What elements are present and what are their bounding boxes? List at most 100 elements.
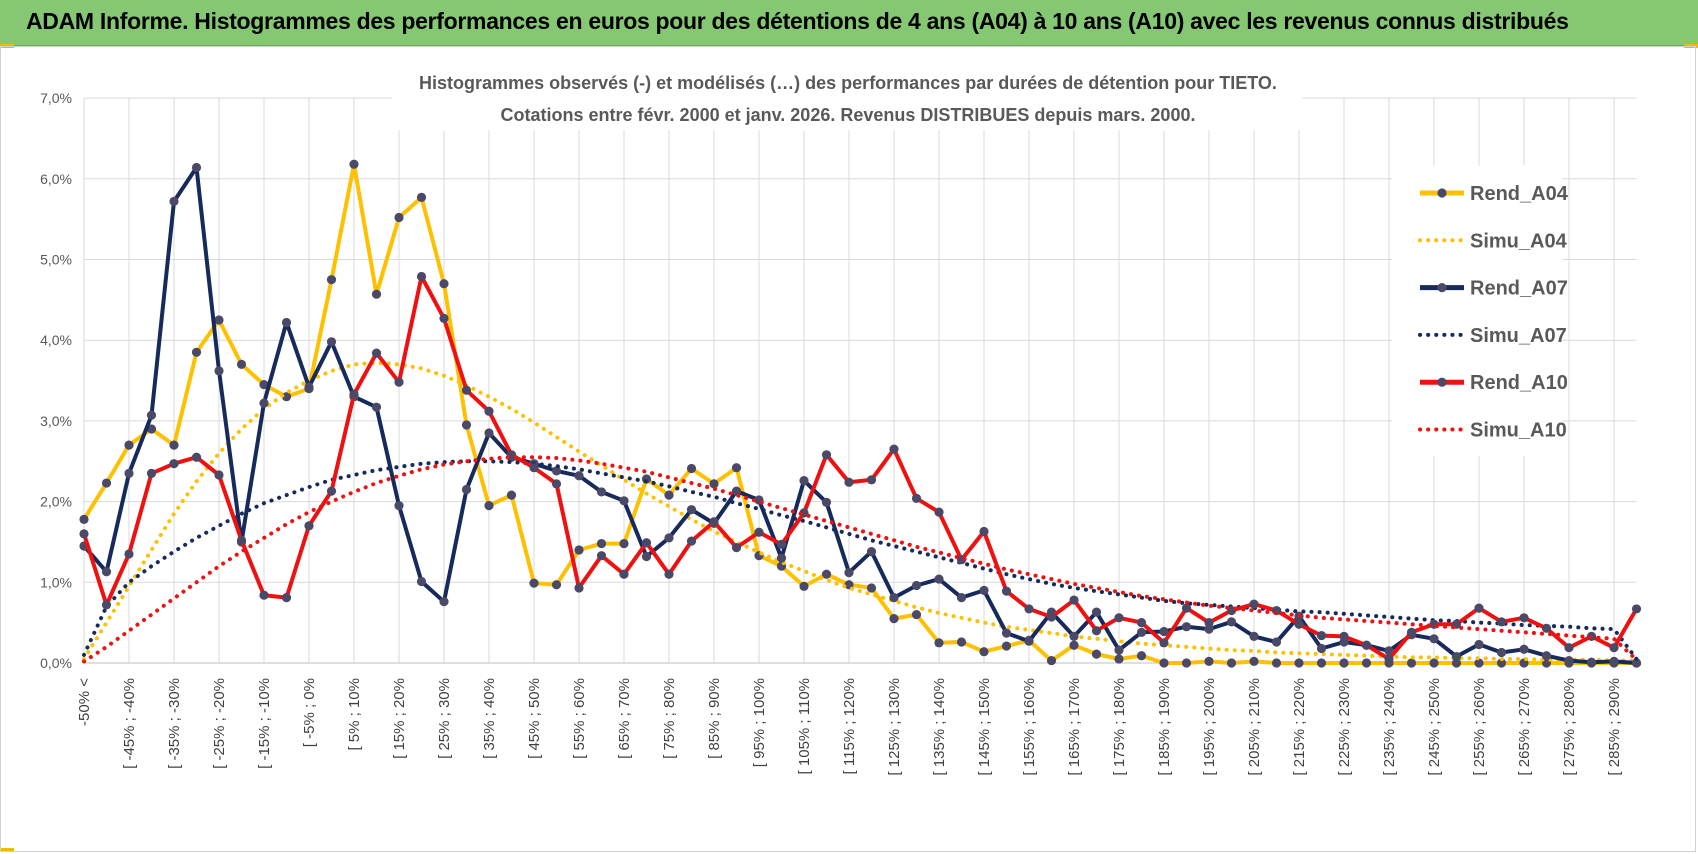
x-tick-label: [ 205% ; 210% [1246,678,1263,776]
data-point [1136,618,1147,628]
data-point [371,348,382,358]
x-tick-label: [ 35% ; 40% [481,678,498,759]
data-point [1249,631,1259,641]
chart-title-background [392,64,1302,130]
x-tick-label: [ 265% ; 270% [1516,678,1533,776]
x-tick-label: [ 115% ; 120% [841,678,858,774]
data-point [1001,628,1012,638]
data-point [619,496,629,506]
x-tick-label: [ 125% ; 130% [886,678,903,776]
data-point [911,609,922,620]
data-point [124,440,134,450]
data-point [934,574,944,584]
data-point [214,315,224,325]
data-point [529,463,539,473]
data-point [866,583,877,593]
data-point [394,212,404,223]
data-point [236,535,247,545]
data-point [1181,658,1192,668]
data-point [1204,656,1214,666]
data-point [551,479,562,489]
y-tick-label: 0,0% [40,655,72,671]
data-point [956,593,967,603]
series-line-Simu_A07 [82,459,1639,661]
data-point [1136,651,1147,661]
data-point [1069,595,1079,605]
x-tick-label: [ 255% ; 260% [1471,678,1488,776]
data-point [889,444,899,454]
data-point [844,477,854,487]
data-point [1429,634,1439,644]
data-point [1204,624,1214,634]
data-point [304,521,314,531]
data-point [214,470,224,480]
data-point [1046,612,1057,622]
legend-marker [1437,377,1447,387]
legend-label: Rend_A07 [1470,278,1568,300]
corner-mark-bottom-left [0,848,14,852]
data-point [191,452,202,462]
data-point [394,377,404,387]
data-point [101,478,112,488]
data-point [889,614,899,624]
data-point [146,468,157,478]
data-point [551,466,562,476]
data-point [281,392,292,402]
data-point [956,637,967,647]
data-point [754,527,764,537]
data-point [1541,651,1552,661]
x-tick-label: [ 185% ; 190% [1156,678,1173,776]
data-point [259,379,269,390]
data-point [1474,658,1484,668]
data-point [776,539,787,549]
data-point [259,590,269,600]
legend-label: Simu_A10 [1470,420,1567,442]
data-point [1204,618,1214,628]
x-tick-label: [ 235% ; 240% [1381,678,1398,776]
data-point [1451,658,1462,668]
data-point [1271,658,1282,668]
data-point [709,479,719,489]
data-point [1609,643,1619,653]
data-point [911,493,922,503]
x-axis: -50% < [ -45% ; -40% [ -35% ; -30% [ -25% ;… [76,662,1637,776]
data-point [799,476,809,486]
data-point [214,366,224,376]
data-point [439,597,449,607]
data-point [596,538,607,549]
x-tick-label: [ 15% ; 20% [391,678,408,759]
x-tick-label: [ -25% ; -20% [211,678,228,769]
x-tick-label: [ 55% ; 60% [571,678,588,759]
data-point [1114,645,1124,655]
data-point [1159,638,1169,648]
data-point [1361,658,1372,668]
y-tick-label: 5,0% [40,252,72,268]
data-point [1114,613,1124,623]
data-point [1249,599,1259,609]
data-point [686,536,697,546]
data-point [1024,604,1034,614]
data-point [146,410,157,420]
data-point [596,487,607,497]
data-point [664,569,674,579]
x-tick-label: [ 85% ; 90% [706,678,723,759]
data-point [1474,603,1484,613]
data-point [1159,626,1169,637]
y-tick-label: 4,0% [40,332,72,348]
x-tick-label: [ 225% ; 230% [1336,678,1353,776]
data-point [731,486,742,496]
data-point [1496,617,1507,627]
x-tick-label: [ 45% ; 50% [526,678,543,759]
data-point [461,420,472,430]
legend-marker [1437,283,1447,293]
data-point [101,567,112,577]
data-point [844,568,854,578]
data-point [371,402,382,412]
data-point [1249,656,1259,666]
data-point [1024,636,1034,646]
data-point [191,347,202,357]
data-point [1631,604,1642,614]
data-point [101,600,112,610]
data-point [776,553,787,563]
data-point [326,275,337,285]
